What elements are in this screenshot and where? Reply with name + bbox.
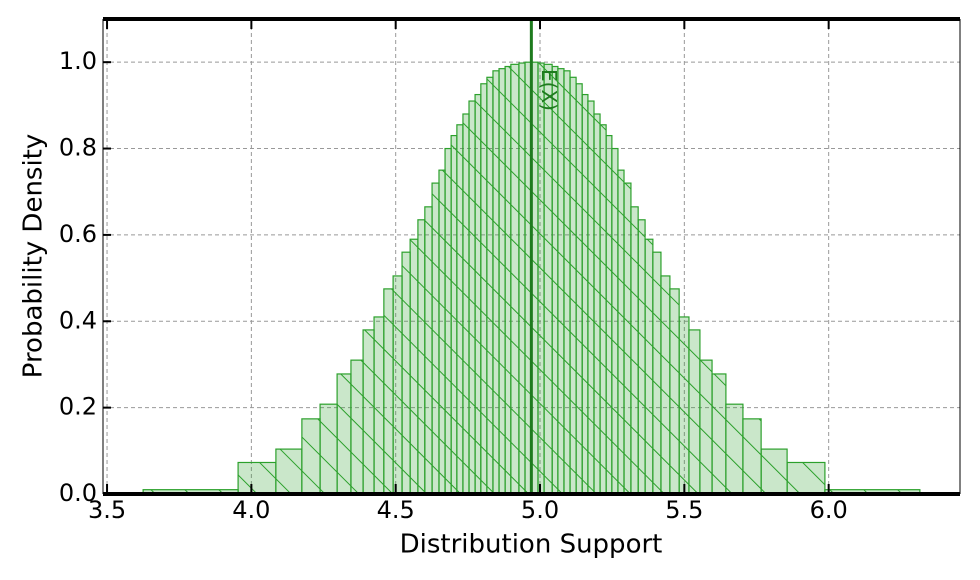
mean-label: E(X) — [537, 69, 561, 111]
bar-hatch — [504, 65, 512, 495]
y-tick-label: 0.2 — [59, 393, 97, 421]
x-tick-label: 3.5 — [88, 496, 126, 524]
y-tick-label: 0.6 — [59, 220, 97, 248]
bar-hatch — [630, 206, 639, 495]
bar-hatch — [383, 288, 394, 495]
bar-hatch — [424, 206, 433, 495]
y-axis-label: Probability Density — [19, 134, 49, 379]
bar-hatch — [462, 113, 470, 495]
bar-hatch — [637, 219, 646, 495]
bar-hatch — [518, 62, 526, 495]
bar-hatch — [760, 448, 788, 495]
bar-hatch — [450, 134, 458, 495]
y-tick-label: 0.4 — [59, 306, 97, 334]
bar-hatch — [474, 93, 482, 495]
bar-hatch — [593, 113, 601, 495]
y-tick-label: 0.8 — [59, 134, 97, 162]
bar-hatch — [543, 63, 553, 495]
bar-hatch — [468, 100, 476, 495]
y-tick-label: 1.0 — [59, 47, 97, 75]
x-tick-label: 5.5 — [665, 496, 703, 524]
bar-hatch — [563, 70, 571, 495]
bar-hatch — [438, 169, 446, 495]
bar-hatch — [611, 147, 619, 495]
bar-hatch — [456, 124, 464, 495]
bar-hatch — [486, 76, 494, 495]
bar-hatch — [599, 124, 607, 495]
bar-hatch — [575, 83, 583, 495]
bar-hatch — [362, 329, 375, 495]
bar-hatch — [373, 316, 385, 495]
bar-hatch — [644, 238, 654, 495]
bar-hatch — [725, 403, 744, 495]
x-axis-label: Distribution Support — [400, 530, 663, 560]
bar-hatch — [660, 275, 671, 495]
bar-hatch — [336, 373, 352, 495]
bar-hatch — [444, 147, 452, 495]
bar-hatch — [409, 238, 419, 495]
bar-hatch — [711, 373, 727, 495]
bar-hatch — [786, 461, 826, 495]
bar-hatch — [510, 63, 520, 495]
bar-hatch — [480, 83, 488, 495]
bar-hatch — [498, 68, 506, 495]
x-tick-label: 5.0 — [521, 496, 559, 524]
bar-hatch — [581, 93, 589, 495]
bar-hatch — [319, 403, 338, 495]
bar-hatch — [587, 100, 595, 495]
bar-hatch — [742, 418, 762, 495]
bar-hatch — [401, 251, 411, 495]
bar-hatch — [617, 169, 625, 495]
bar-hatch — [557, 68, 565, 495]
bar-hatch — [605, 134, 613, 495]
bar-hatch — [301, 418, 321, 495]
bar-hatch — [431, 182, 440, 495]
bar-hatch — [417, 219, 426, 495]
x-tick-label: 6.0 — [810, 496, 848, 524]
bar-hatch — [688, 329, 701, 495]
y-tick-label: 0.0 — [59, 479, 97, 507]
bar-hatch — [652, 251, 662, 495]
bar-hatch — [350, 359, 364, 495]
bar-hatch — [237, 461, 277, 495]
bar-hatch — [392, 275, 403, 495]
bar-hatch — [569, 76, 577, 495]
x-tick-label: 4.5 — [377, 496, 415, 524]
bar-hatch — [623, 182, 632, 495]
bar-hatch — [669, 288, 680, 495]
bar-hatch — [699, 359, 713, 495]
bar-hatch — [551, 65, 559, 495]
x-tick-label: 4.0 — [232, 496, 270, 524]
bar-hatch — [537, 62, 545, 495]
overlay: 0.0 0.2 0.4 0.6 0.8 1.0 3.5 4.0 4.5 5.0 5.5 6.0 E(X) — [59, 17, 961, 524]
bar-hatch — [492, 70, 500, 495]
bar-hatch — [678, 316, 690, 495]
bar-hatch — [275, 448, 303, 495]
